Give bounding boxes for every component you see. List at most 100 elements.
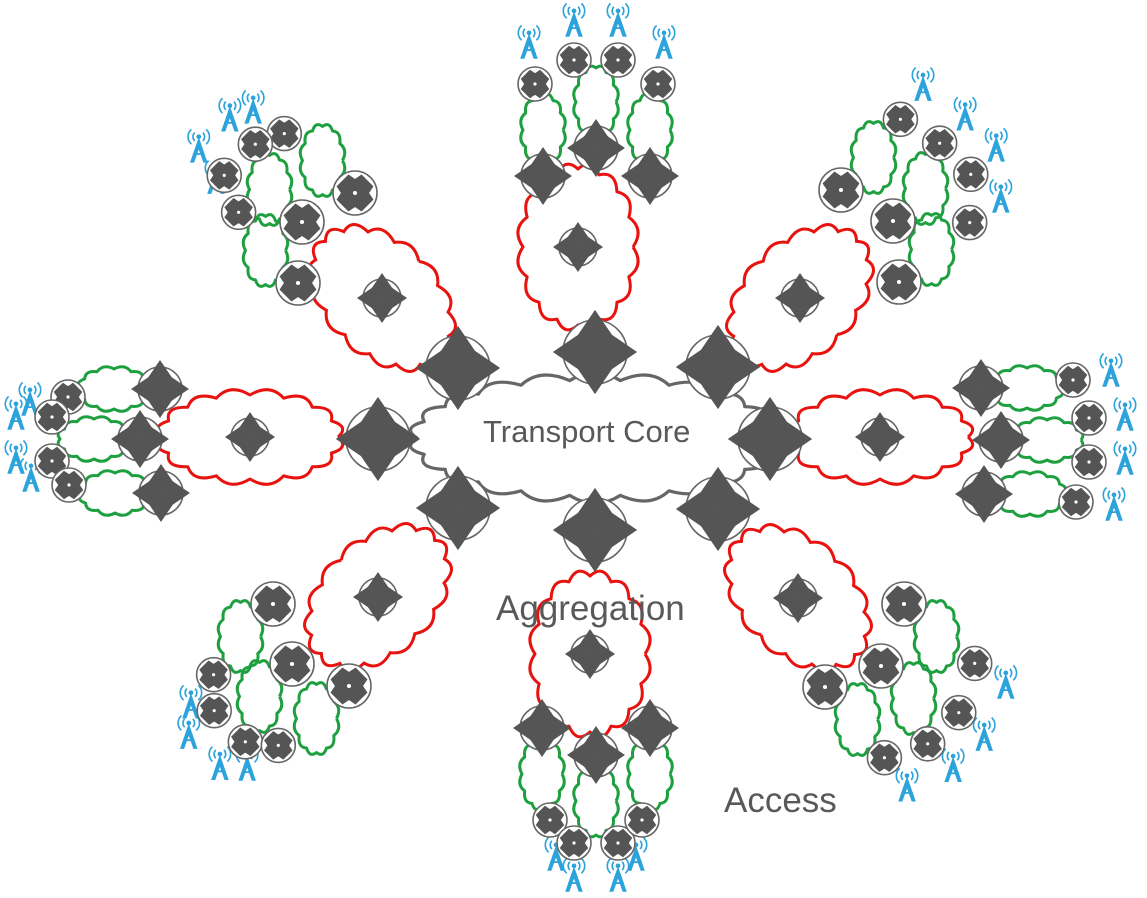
access-node-2-3 xyxy=(951,204,988,241)
cell-tower-2-1 xyxy=(911,66,935,102)
cell-tower-2-2b xyxy=(984,127,1008,163)
edge-router-4-2 xyxy=(858,643,904,689)
access-node-5-2a xyxy=(600,825,636,861)
access-cloud-2-3 xyxy=(907,212,956,287)
aggregation-router-6 xyxy=(358,577,398,617)
aggregation-router-1 xyxy=(558,227,598,267)
edge-router-7-2 xyxy=(117,416,163,462)
access-cloud-7-2 xyxy=(56,415,132,463)
edge-router-8-2 xyxy=(279,199,325,245)
cell-tower-4-3 xyxy=(895,767,919,803)
edge-router-6-3 xyxy=(326,663,372,709)
access-node-8-2b xyxy=(237,126,274,163)
access-node-4-3 xyxy=(866,739,903,776)
cell-tower-5-2a xyxy=(606,857,630,893)
edge-router-8-3 xyxy=(275,260,321,306)
access-node-5-3 xyxy=(624,802,660,838)
cell-tower-4-2b xyxy=(941,747,965,783)
access-node-4-2b xyxy=(909,725,946,762)
edge-router-4-3 xyxy=(802,664,848,710)
access-node-4-2a xyxy=(940,694,977,731)
edge-router-4-1 xyxy=(881,581,927,627)
access-node-6-1 xyxy=(195,656,232,693)
aggregation-router-2 xyxy=(780,278,820,318)
core-router-2 xyxy=(685,334,751,400)
access-node-2-1 xyxy=(882,101,919,138)
core-router-4 xyxy=(685,476,751,542)
cell-tower-3-1 xyxy=(1099,352,1123,388)
aggregation-cloud-8 xyxy=(307,223,457,373)
edge-router-1-1 xyxy=(520,153,566,199)
access-node-3-2b xyxy=(1071,444,1107,480)
edge-router-5-1 xyxy=(519,705,565,751)
core-router-7 xyxy=(345,406,411,472)
aggregation-cloud-6 xyxy=(303,522,453,672)
cell-tower-3-3 xyxy=(1102,486,1126,522)
edge-router-8-1 xyxy=(332,170,378,216)
access-node-5-2b xyxy=(556,825,592,861)
access-cloud-2-1 xyxy=(849,120,898,195)
cell-tower-1-3 xyxy=(652,24,676,60)
access-node-2-2b xyxy=(952,156,989,193)
cell-tower-4-2a xyxy=(972,716,996,752)
transport-core-cloud xyxy=(409,371,781,505)
aggregation-router-3 xyxy=(860,417,900,457)
access-node-3-1 xyxy=(1055,362,1091,398)
core-router-5 xyxy=(562,497,628,563)
access-node-5-1 xyxy=(532,802,568,838)
edge-router-6-2 xyxy=(269,641,315,687)
edge-router-2-3 xyxy=(876,259,922,305)
access-label: Access xyxy=(724,781,837,820)
cell-tower-1-1 xyxy=(517,24,541,60)
access-node-8-2a xyxy=(206,157,243,194)
access-node-6-2b xyxy=(196,692,233,729)
edge-router-7-3 xyxy=(138,470,184,516)
cell-tower-8-2a xyxy=(187,128,211,164)
access-node-8-3 xyxy=(220,194,257,231)
aggregation-router-8 xyxy=(362,278,402,318)
edge-router-3-2 xyxy=(978,417,1024,463)
edge-router-2-2 xyxy=(870,198,916,244)
access-node-7-2b xyxy=(34,399,70,435)
aggregation-label: Aggregation xyxy=(496,589,685,628)
edge-router-3-1 xyxy=(958,365,1004,411)
access-node-1-1 xyxy=(517,66,553,102)
access-node-7-3 xyxy=(51,467,87,503)
edge-router-6-1 xyxy=(250,581,296,627)
core-router-8 xyxy=(425,335,491,401)
edge-router-1-2 xyxy=(573,125,619,171)
access-node-1-2b xyxy=(600,42,636,78)
cell-tower-1-2b xyxy=(606,2,630,38)
aggregation-cloud-5 xyxy=(528,569,652,739)
access-node-3-2a xyxy=(1071,400,1107,436)
core-router-1 xyxy=(562,319,628,385)
access-cloud-4-1 xyxy=(912,599,961,674)
access-node-1-3 xyxy=(640,66,676,102)
core-router-6 xyxy=(425,475,491,541)
access-node-2-2a xyxy=(921,125,958,162)
cell-tower-1-2a xyxy=(562,2,586,38)
cell-tower-8-1 xyxy=(241,89,265,125)
cell-tower-2-2a xyxy=(953,96,977,131)
nodes-layer xyxy=(34,42,1107,861)
cell-tower-2-3 xyxy=(989,178,1013,214)
cell-tower-6-2b xyxy=(177,714,201,750)
transport-core-label: Transport Core xyxy=(483,414,691,449)
access-node-6-3 xyxy=(260,727,297,764)
access-node-6-2a xyxy=(227,723,264,760)
aggregation-cloud-1 xyxy=(516,162,640,332)
aggregation-router-7 xyxy=(230,417,270,457)
cell-tower-6-2a xyxy=(208,745,232,781)
cell-tower-4-1 xyxy=(994,664,1018,700)
aggregation-router-4 xyxy=(778,578,818,618)
aggregation-cloud-2 xyxy=(725,223,875,373)
edge-router-1-3 xyxy=(627,153,673,199)
edge-router-5-2 xyxy=(573,732,619,778)
aggregation-router-5 xyxy=(570,634,610,674)
access-node-3-3 xyxy=(1058,484,1094,520)
edge-router-5-3 xyxy=(627,705,673,751)
cell-tower-7-2a xyxy=(4,439,28,475)
cell-tower-5-2b xyxy=(562,857,586,893)
access-node-1-2a xyxy=(556,42,592,78)
